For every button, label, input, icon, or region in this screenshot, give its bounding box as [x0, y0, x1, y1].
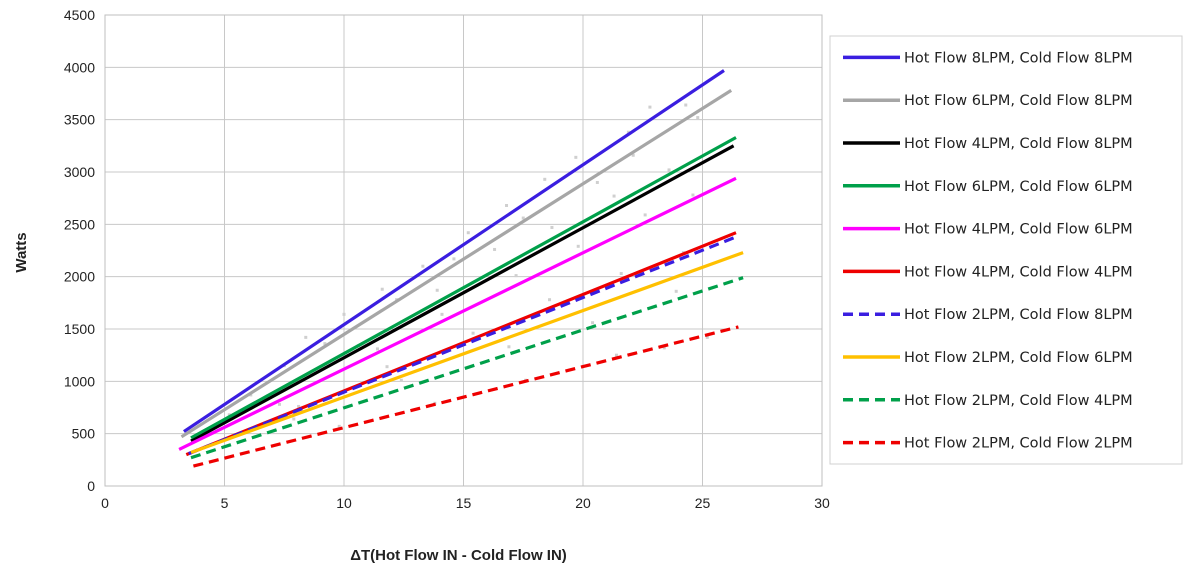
y-axis-ticks: 0 500 1000 1500 2000 2500 3000 3500 4000 4500 [64, 7, 95, 494]
y-tick-label: 3500 [64, 112, 95, 128]
y-tick-label: 500 [72, 426, 96, 442]
x-axis-title: ΔT(Hot Flow IN - Cold Flow IN) [350, 547, 567, 564]
y-axis-title: Watts [13, 232, 30, 272]
legend [829, 35, 1183, 465]
scatter-point [452, 257, 456, 261]
scatter-point [667, 168, 671, 172]
series-line [188, 236, 735, 456]
x-tick-label: 0 [101, 495, 109, 511]
scatter-point [304, 335, 308, 339]
x-tick-label: 30 [814, 495, 830, 511]
series-line [190, 276, 744, 460]
scatter-point [471, 331, 475, 335]
legend-label: Hot Flow 2LPM, Cold Flow 4LPM [904, 393, 1133, 409]
x-tick-label: 5 [221, 495, 229, 511]
scatter-point [521, 216, 525, 220]
legend-label: Hot Flow 2LPM, Cold Flow 8LPM [904, 307, 1133, 323]
scatter-point [493, 247, 497, 251]
scatter-point [435, 288, 439, 292]
legend-entry: Hot Flow 2LPM, Cold Flow 8LPM [843, 307, 1133, 323]
scatter-point [466, 231, 470, 235]
series-line [190, 251, 744, 455]
legend-entry: Hot Flow 2LPM, Cold Flow 4LPM [843, 393, 1133, 409]
x-tick-label: 15 [456, 495, 472, 511]
scatter-point [626, 130, 630, 134]
legend-entry: Hot Flow 4LPM, Cold Flow 8LPM [843, 136, 1133, 152]
scatter-point [591, 321, 595, 325]
scatter-point [576, 244, 580, 248]
scatter-point [691, 193, 695, 197]
scatter-point [342, 312, 346, 316]
scatter-point [631, 153, 635, 157]
legend-entry: Hot Flow 2LPM, Cold Flow 2LPM [843, 436, 1133, 452]
scatter-point [696, 116, 700, 120]
y-tick-label: 2000 [64, 269, 95, 285]
legend-label: Hot Flow 2LPM, Cold Flow 2LPM [904, 436, 1133, 452]
series-line [190, 144, 735, 443]
y-tick-label: 1500 [64, 321, 95, 337]
trend-lines [178, 69, 744, 468]
scatter-point [514, 274, 518, 278]
scatter-point [440, 312, 444, 316]
series-line [193, 325, 739, 468]
x-tick-label: 10 [336, 495, 352, 511]
scatter-point [684, 103, 688, 107]
legend-label: Hot Flow 8LPM, Cold Flow 8LPM [904, 50, 1133, 66]
scatter-point [380, 287, 384, 291]
series-line [183, 69, 725, 433]
series-line [180, 89, 733, 439]
scatter-point [323, 342, 327, 346]
scatter-point [337, 424, 341, 428]
scatter-point [292, 417, 296, 421]
plot-frame [104, 14, 823, 487]
y-tick-label: 1000 [64, 373, 95, 389]
scatter-point [543, 177, 547, 181]
legend-entry: Hot Flow 6LPM, Cold Flow 8LPM [843, 93, 1133, 109]
scatter-point [550, 225, 554, 229]
scatter-point [705, 335, 709, 339]
x-tick-label: 20 [575, 495, 591, 511]
y-tick-label: 3000 [64, 164, 95, 180]
scatter-point [505, 203, 509, 207]
scatter-point [385, 365, 389, 369]
legend-entry: Hot Flow 4LPM, Cold Flow 6LPM [843, 222, 1133, 238]
legend-entry: Hot Flow 2LPM, Cold Flow 6LPM [843, 350, 1133, 366]
y-tick-label: 2500 [64, 216, 95, 232]
legend-label: Hot Flow 4LPM, Cold Flow 6LPM [904, 222, 1133, 238]
scatter-point [614, 353, 618, 357]
scatter-point [574, 155, 578, 159]
scatter-point [399, 378, 403, 382]
scatter-point [227, 413, 231, 417]
legend-entries: Hot Flow 8LPM, Cold Flow 8LPM Hot Flow 6L… [843, 50, 1133, 452]
y-tick-label: 4500 [64, 7, 95, 23]
scatter-point [548, 298, 552, 302]
legend-entry: Hot Flow 6LPM, Cold Flow 6LPM [843, 179, 1133, 195]
scatter-point [648, 105, 652, 109]
scatter-point [507, 345, 511, 349]
scatter-point [643, 213, 647, 217]
series-line [190, 136, 737, 440]
legend-label: Hot Flow 2LPM, Cold Flow 6LPM [904, 350, 1133, 366]
legend-entry: Hot Flow 4LPM, Cold Flow 4LPM [843, 264, 1133, 280]
legend-label: Hot Flow 4LPM, Cold Flow 4LPM [904, 264, 1133, 280]
legend-entry: Hot Flow 8LPM, Cold Flow 8LPM [843, 50, 1133, 66]
scatter-point [595, 180, 599, 184]
scatter-point [277, 402, 281, 406]
y-tick-label: 4000 [64, 59, 95, 75]
scatter-point [297, 404, 301, 408]
y-tick-label: 0 [87, 478, 95, 494]
scatter-point [421, 264, 425, 268]
legend-label: Hot Flow 6LPM, Cold Flow 6LPM [904, 179, 1133, 195]
scatter-point [674, 289, 678, 293]
legend-label: Hot Flow 6LPM, Cold Flow 8LPM [904, 93, 1133, 109]
scatter-point [619, 272, 623, 276]
x-tick-label: 25 [695, 495, 711, 511]
scatter-point [662, 346, 666, 350]
series-line [178, 176, 737, 451]
scatter-point [375, 347, 379, 351]
legend-label: Hot Flow 4LPM, Cold Flow 8LPM [904, 136, 1133, 152]
scatter-point [612, 194, 616, 198]
x-axis-ticks: 0 5 10 15 20 25 30 [101, 495, 830, 511]
